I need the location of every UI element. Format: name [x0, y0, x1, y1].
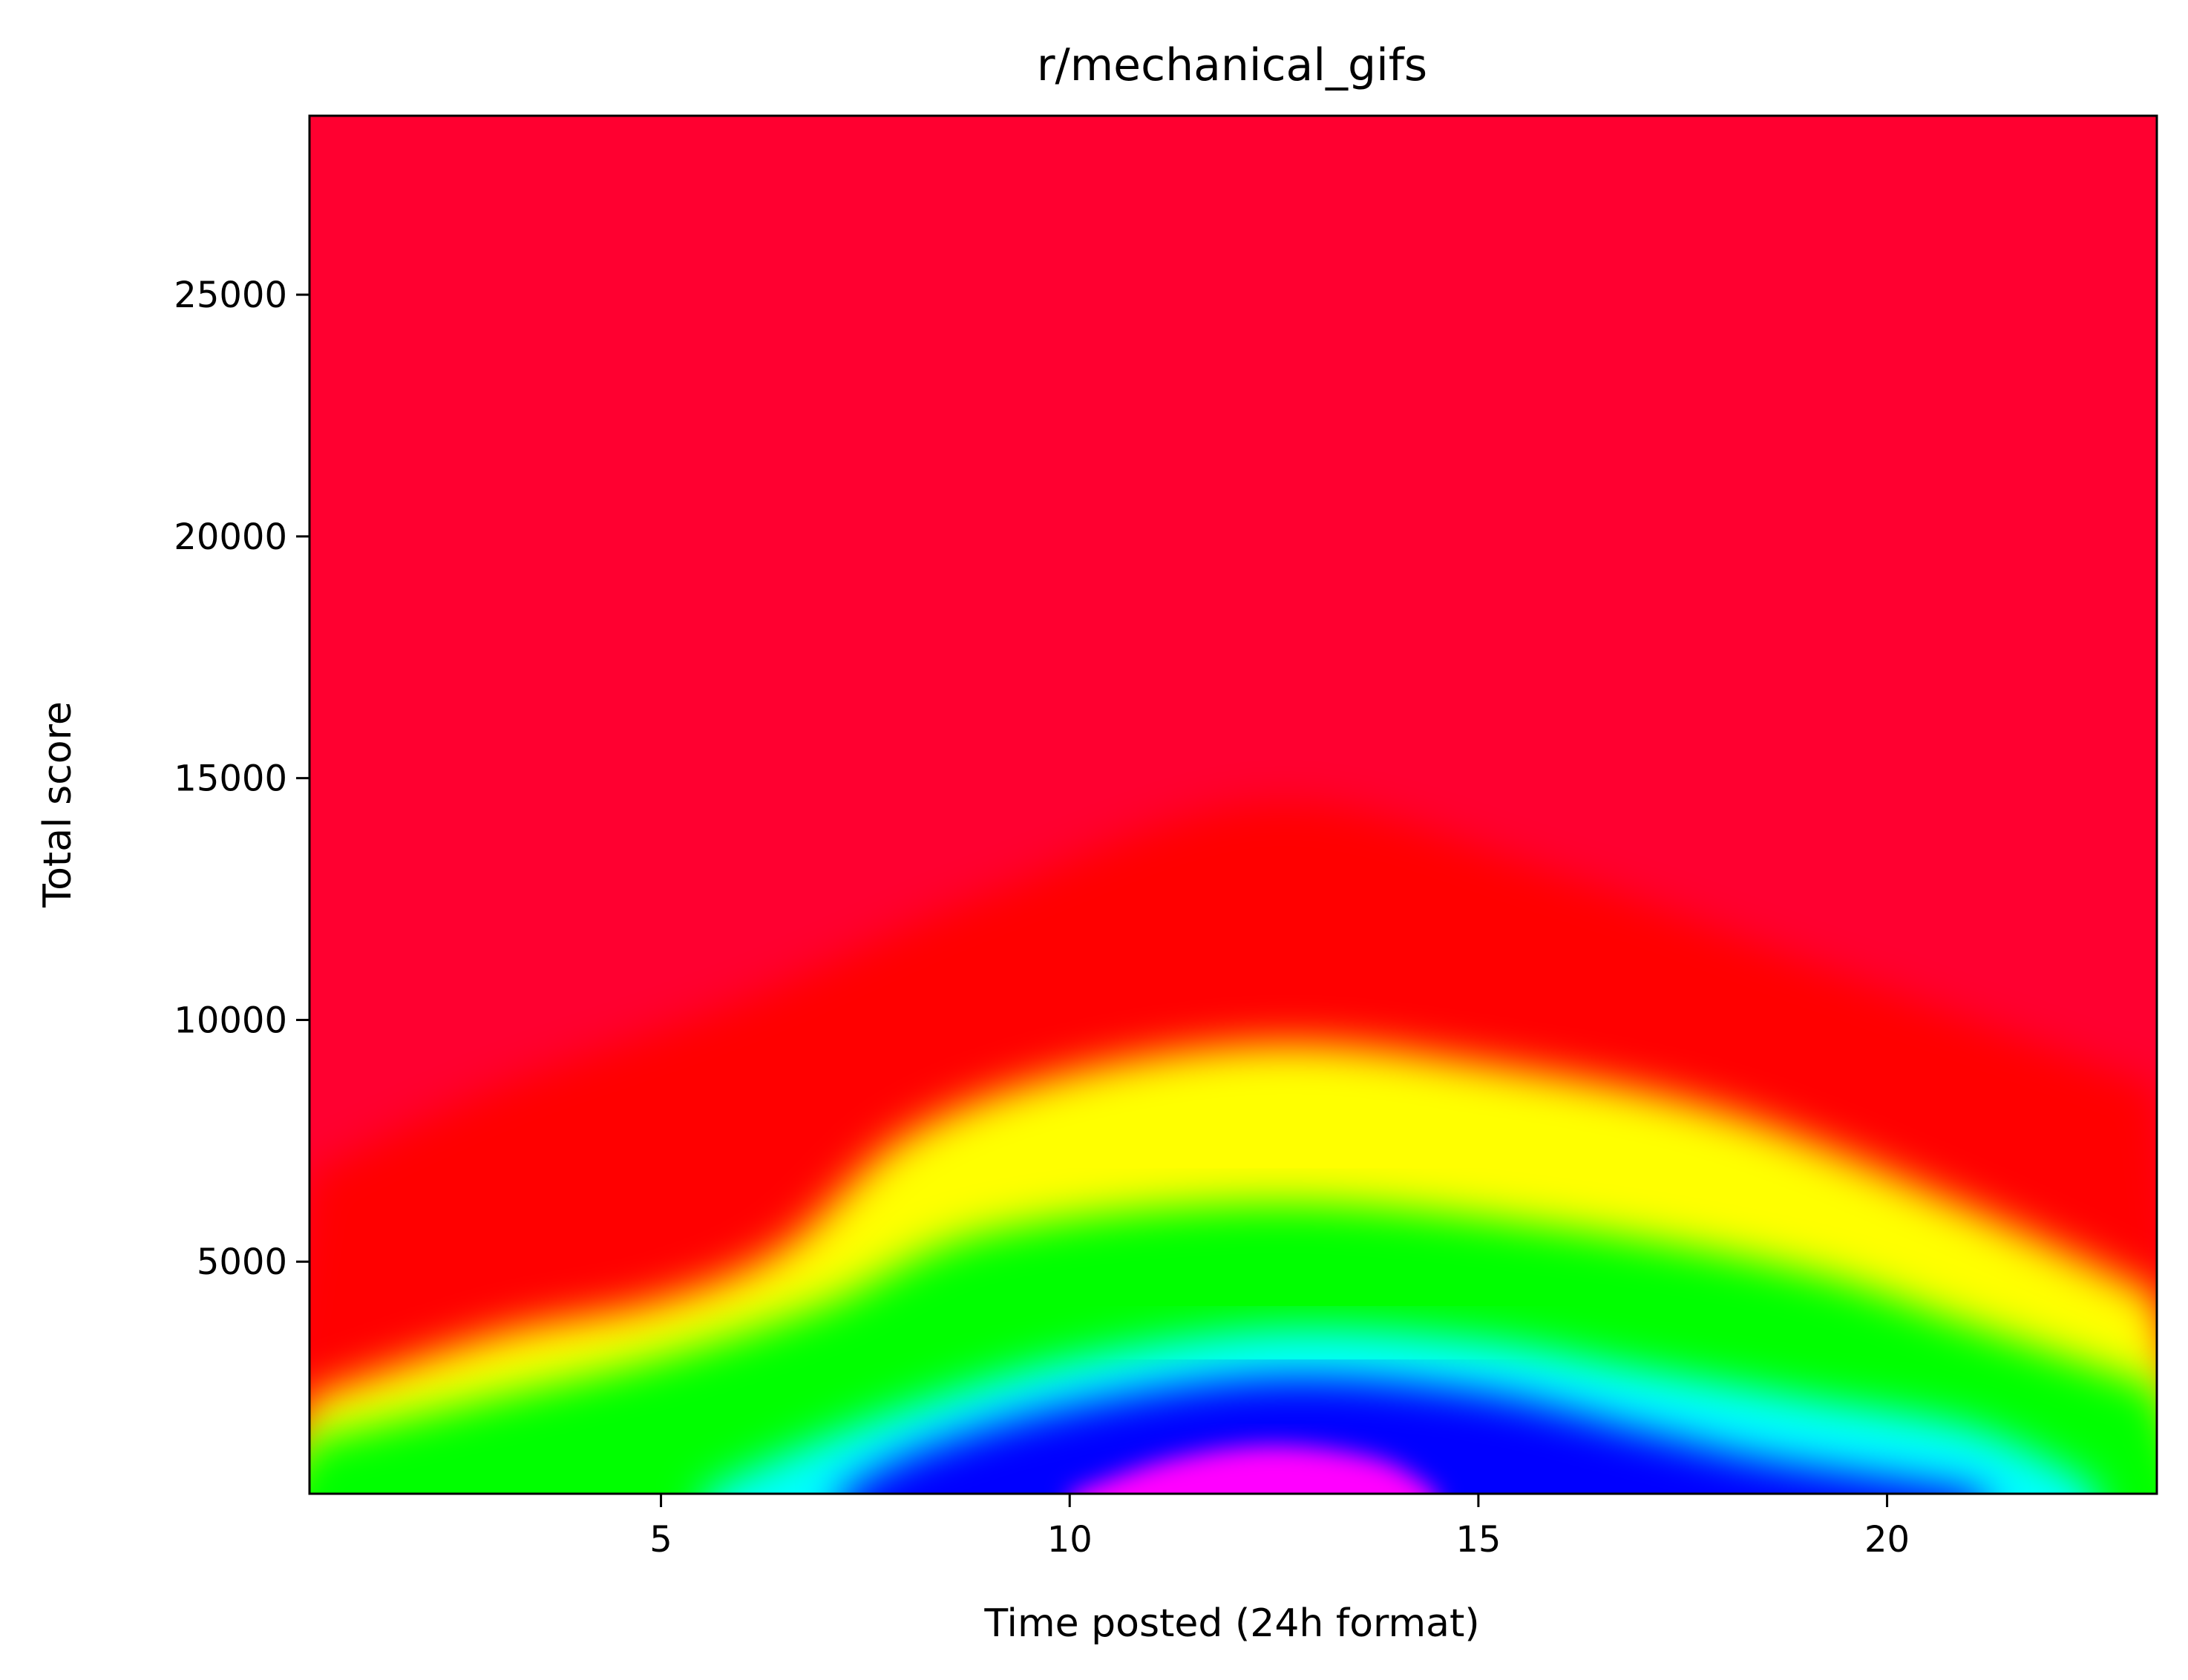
y-tick-label: 5000 — [197, 1241, 287, 1283]
x-axis-label: Time posted (24h format) — [983, 1601, 1479, 1646]
y-tick-label: 15000 — [174, 758, 287, 800]
density-contours — [309, 802, 2157, 1494]
contour-magenta — [1070, 1445, 1438, 1494]
y-tick-label: 25000 — [174, 275, 287, 316]
x-tick-label: 5 — [649, 1519, 672, 1561]
x-tick-label: 20 — [1864, 1519, 1910, 1561]
x-tick-label: 15 — [1455, 1519, 1501, 1561]
y-tick-label: 20000 — [174, 516, 287, 558]
y-tick-label: 10000 — [174, 1000, 287, 1041]
chart-title: r/mechanical_gifs — [1037, 39, 1427, 91]
y-axis-label: Total score — [36, 701, 80, 908]
x-axis-ticks: 5 10 15 20 — [649, 1494, 1910, 1561]
x-tick-label: 10 — [1047, 1519, 1093, 1561]
heatmap-area — [309, 116, 2157, 1494]
y-axis-ticks: 5000 10000 15000 20000 25000 — [174, 275, 309, 1283]
contour-blue — [840, 1377, 1985, 1494]
plot-frame — [308, 114, 2158, 1495]
